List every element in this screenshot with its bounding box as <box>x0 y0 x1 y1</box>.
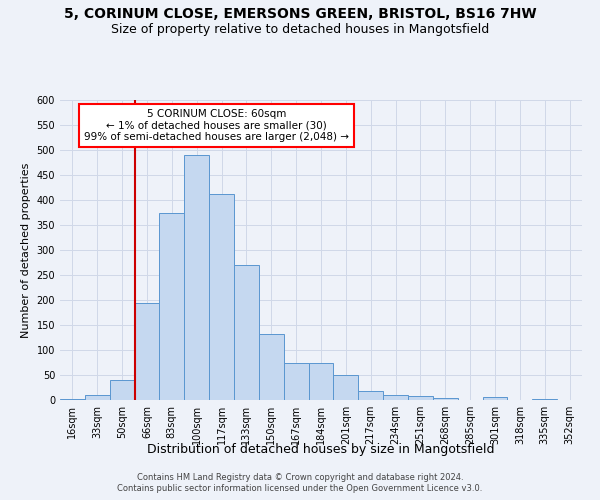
Bar <box>334 375 358 400</box>
Bar <box>408 396 433 400</box>
Text: Contains HM Land Registry data © Crown copyright and database right 2024.: Contains HM Land Registry data © Crown c… <box>137 472 463 482</box>
Text: 5, CORINUM CLOSE, EMERSONS GREEN, BRISTOL, BS16 7HW: 5, CORINUM CLOSE, EMERSONS GREEN, BRISTO… <box>64 8 536 22</box>
Bar <box>358 391 383 400</box>
Bar <box>308 363 334 400</box>
Bar <box>284 363 308 400</box>
Bar <box>383 395 408 400</box>
Bar <box>134 302 160 400</box>
Bar <box>532 399 557 400</box>
Text: Contains public sector information licensed under the Open Government Licence v3: Contains public sector information licen… <box>118 484 482 493</box>
Bar <box>110 380 134 400</box>
Bar <box>160 212 184 400</box>
Bar <box>234 265 259 400</box>
Y-axis label: Number of detached properties: Number of detached properties <box>21 162 31 338</box>
Bar <box>60 398 85 400</box>
Text: 5 CORINUM CLOSE: 60sqm
← 1% of detached houses are smaller (30)
99% of semi-deta: 5 CORINUM CLOSE: 60sqm ← 1% of detached … <box>84 109 349 142</box>
Bar <box>433 398 458 400</box>
Text: Size of property relative to detached houses in Mangotsfield: Size of property relative to detached ho… <box>111 22 489 36</box>
Bar <box>184 155 209 400</box>
Bar <box>85 395 110 400</box>
Bar <box>259 334 284 400</box>
Bar <box>482 397 508 400</box>
Bar <box>209 194 234 400</box>
Text: Distribution of detached houses by size in Mangotsfield: Distribution of detached houses by size … <box>147 442 495 456</box>
